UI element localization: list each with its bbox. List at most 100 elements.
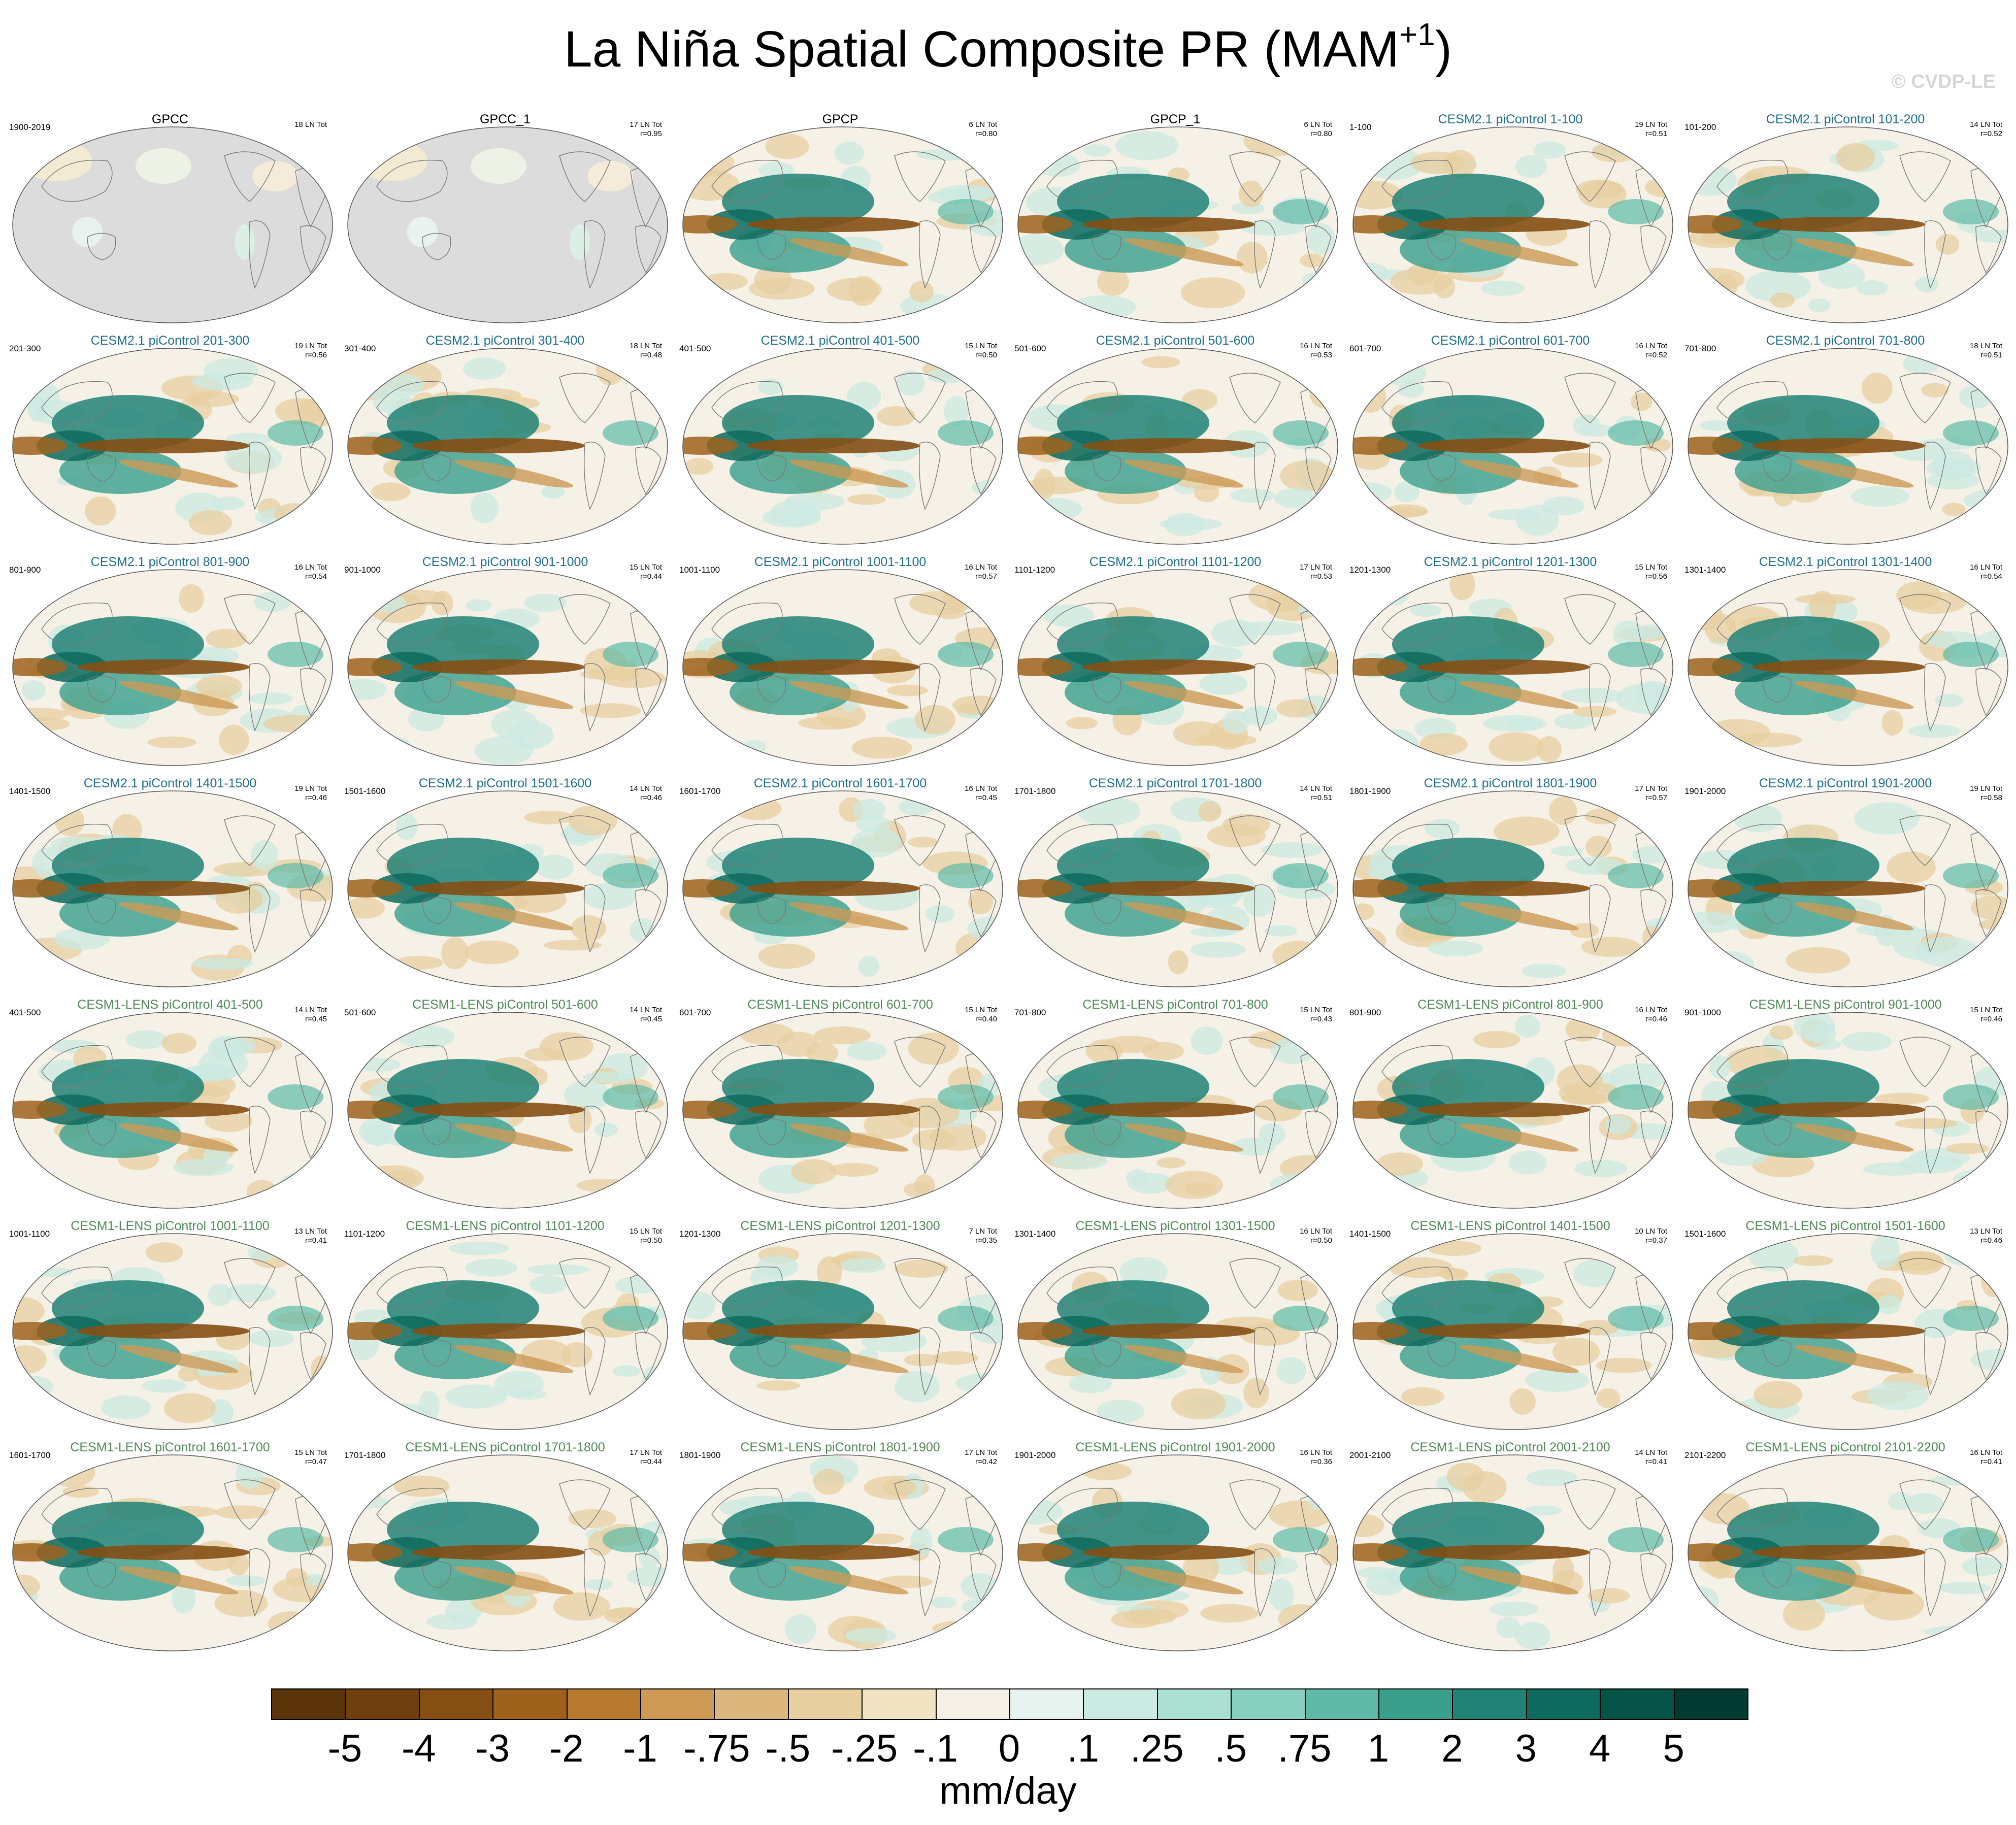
wet-anomaly-maritime	[707, 1094, 778, 1125]
map-border	[1017, 790, 1338, 987]
weak-anomaly	[101, 1395, 152, 1419]
weak-anomaly	[1383, 361, 1427, 386]
panel-period: 1201-1300	[1349, 565, 1391, 575]
weak-anomaly	[360, 359, 391, 374]
panel-period: 1501-1600	[1684, 1229, 1726, 1239]
wet-anomaly-south	[59, 1334, 181, 1379]
weak-anomaly	[397, 1025, 455, 1049]
weak-anomaly	[1398, 382, 1425, 398]
coastline	[1716, 1266, 1788, 1309]
coastline	[559, 1479, 611, 1530]
coastline	[584, 442, 606, 510]
panel-correlation: r=0.46	[640, 793, 662, 802]
weak-anomaly	[898, 798, 934, 816]
dry-anomaly-indian	[1018, 215, 1072, 234]
map-border	[347, 569, 668, 766]
weak-anomaly	[1592, 142, 1638, 162]
dry-anomaly-equator	[1082, 881, 1255, 896]
wet-anomaly-maritime	[707, 1537, 778, 1568]
panel-period: 1301-1400	[1684, 565, 1726, 575]
panel-correlation: r=0.54	[1980, 572, 2002, 581]
coastline	[1589, 1548, 1611, 1617]
land-anomaly	[471, 148, 526, 184]
weak-anomaly	[740, 1023, 795, 1045]
wet-anomaly-atlantic	[1943, 420, 1999, 446]
weak-anomaly	[1270, 1037, 1316, 1064]
coastline	[1564, 151, 1616, 202]
weak-anomaly	[835, 141, 865, 165]
weak-anomaly	[1489, 732, 1544, 762]
map-border	[1352, 569, 1673, 766]
weak-anomaly	[1068, 1373, 1112, 1393]
weak-anomaly	[1483, 715, 1547, 732]
weak-anomaly	[604, 1607, 648, 1624]
colorbar-tick-label: -1	[623, 1727, 657, 1770]
weak-anomaly	[1264, 925, 1297, 937]
panel-title: CESM2.1 piControl 901-1000	[422, 555, 588, 569]
weak-anomaly	[1533, 141, 1566, 159]
weak-anomaly	[191, 957, 254, 970]
panel-period: 101-200	[1684, 122, 1716, 132]
coastline	[1975, 889, 2002, 938]
wet-anomaly-south	[1735, 670, 1857, 715]
coastline	[1924, 220, 1946, 289]
weak-anomaly	[785, 1614, 816, 1644]
weak-anomaly	[882, 1478, 917, 1497]
coastline	[1046, 381, 1118, 423]
wet-anomaly-maritime	[707, 873, 778, 904]
wet-anomaly-south	[59, 448, 181, 494]
weak-anomaly	[1257, 1556, 1299, 1575]
weak-anomaly	[1896, 1251, 1944, 1275]
weak-anomaly	[1874, 1092, 1929, 1105]
weak-anomaly	[1645, 177, 1673, 198]
dry-anomaly-spcz	[1794, 238, 1914, 267]
weak-anomaly	[348, 1496, 390, 1509]
panel-correlation: r=0.80	[1310, 129, 1332, 138]
weak-anomaly	[683, 1185, 713, 1201]
coastline	[1092, 454, 1121, 482]
panel-period: 501-600	[1014, 344, 1046, 353]
wet-anomaly-south	[730, 891, 851, 937]
weak-anomaly	[638, 1546, 660, 1568]
weak-anomaly	[633, 733, 668, 758]
dry-anomaly-indian	[683, 1322, 737, 1340]
dry-anomaly-spcz	[1794, 1345, 1914, 1373]
dry-anomaly-spcz	[1124, 459, 1244, 488]
weak-anomaly	[1276, 699, 1317, 718]
weak-anomaly	[1376, 1152, 1424, 1176]
wet-anomaly-atlantic	[1943, 1306, 1999, 1331]
coastline	[422, 897, 451, 924]
weak-anomaly	[683, 148, 735, 178]
weak-anomaly	[190, 1064, 238, 1081]
map-border	[1688, 1454, 2008, 1651]
colorbar-swatch	[1378, 1688, 1453, 1720]
weak-anomaly	[1261, 842, 1324, 858]
weak-anomaly	[1028, 1180, 1069, 1197]
panel-event-count: 17 LN Tot	[1635, 784, 1667, 793]
weak-anomaly	[1688, 956, 1743, 982]
colorbar-swatch	[418, 1688, 494, 1720]
weak-anomaly	[758, 379, 784, 395]
panel-correlation: r=0.57	[1645, 793, 1667, 802]
dry-anomaly-equator	[1082, 438, 1255, 453]
weak-anomaly	[524, 593, 567, 612]
dry-anomaly-spcz	[119, 1566, 239, 1595]
wet-anomaly-atlantic	[1943, 863, 1999, 888]
weak-anomaly	[17, 717, 71, 731]
coastline	[376, 381, 448, 423]
land-anomaly	[570, 224, 590, 260]
weak-anomaly	[285, 1568, 308, 1586]
colorbar-tick-label: -.1	[913, 1727, 958, 1770]
coastline	[919, 1548, 941, 1617]
wet-anomaly-maritime	[1377, 1316, 1448, 1346]
panel-period: 1101-1200	[1014, 565, 1055, 575]
panel-title: CESM2.1 piControl 1101-1200	[1089, 555, 1262, 569]
panel-period: 1401-1500	[9, 786, 51, 796]
wet-anomaly-maritime	[372, 1094, 443, 1125]
wet-anomaly-maritime	[1712, 873, 1783, 904]
colorbar-tick-label: -2	[549, 1727, 584, 1770]
weak-anomaly	[1908, 724, 1961, 738]
weak-anomaly	[1688, 1166, 1717, 1197]
dry-anomaly-spcz	[454, 1345, 574, 1373]
robinson-map	[682, 1233, 1003, 1430]
